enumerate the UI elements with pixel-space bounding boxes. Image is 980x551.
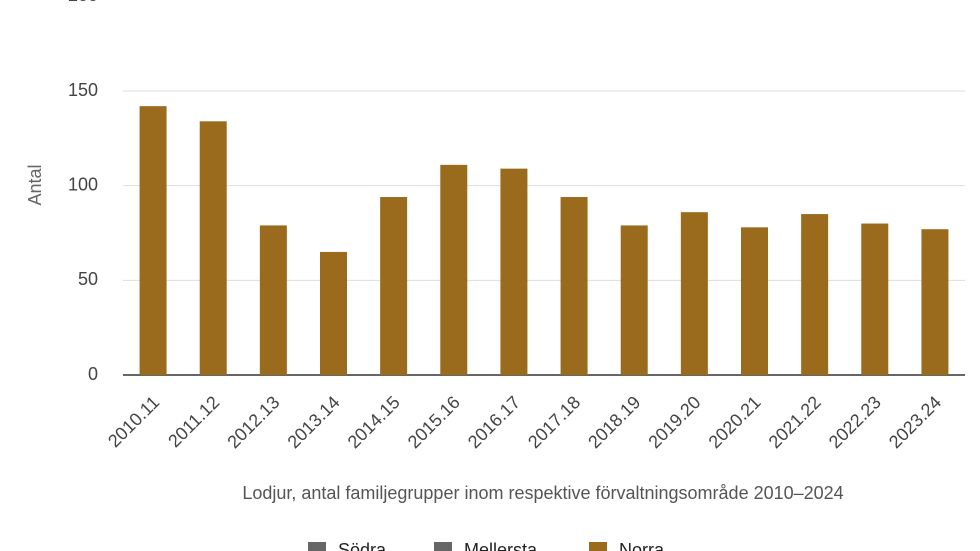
x-tick-label: 2021.22 <box>765 392 825 452</box>
y-tick-label: 0 <box>88 364 98 384</box>
y-axis-title: Antal <box>25 164 45 205</box>
x-axis-title: Lodjur, antal familjegrupper inom respek… <box>242 483 843 503</box>
bar <box>199 121 227 376</box>
legend-label: Södra <box>338 540 387 551</box>
x-tick-label: 2016.17 <box>464 392 524 452</box>
bar <box>861 223 889 375</box>
legend-swatch <box>308 542 326 551</box>
legend-label: Mellersta <box>464 540 538 551</box>
x-tick-label: 2017.18 <box>524 392 584 452</box>
bar <box>500 168 528 375</box>
x-tick-label: 2019.20 <box>644 392 704 452</box>
bar <box>440 164 468 375</box>
x-tick-label: 2018.19 <box>584 392 644 452</box>
bar <box>560 197 588 375</box>
x-tick-label: 2012.13 <box>223 392 283 452</box>
bar <box>620 225 648 375</box>
x-tick-label: 2020.21 <box>705 392 765 452</box>
bar <box>139 106 167 375</box>
bar <box>380 197 408 375</box>
bar <box>259 225 287 375</box>
legend-swatch <box>589 542 607 551</box>
x-tick-label: 2015.16 <box>404 392 464 452</box>
bar <box>741 227 768 375</box>
bar <box>680 212 708 375</box>
y-tick-label: 100 <box>68 174 98 194</box>
x-tick-label: 2011.12 <box>164 392 223 451</box>
bar <box>320 251 347 375</box>
x-tick-label: 2014.15 <box>344 392 404 452</box>
x-tick-label: 2010.11 <box>104 392 163 451</box>
bar <box>921 229 949 375</box>
legend-label: Norra <box>619 540 665 551</box>
y-tick-label: 150 <box>68 80 98 100</box>
y-tick-label: 200 <box>68 0 98 5</box>
bar <box>801 214 829 375</box>
x-tick-label: 2023.24 <box>885 392 945 452</box>
x-tick-label: 2022.23 <box>825 392 885 452</box>
y-tick-label: 50 <box>78 269 98 289</box>
legend-swatch <box>434 542 452 551</box>
x-tick-label: 2013.14 <box>284 392 344 452</box>
